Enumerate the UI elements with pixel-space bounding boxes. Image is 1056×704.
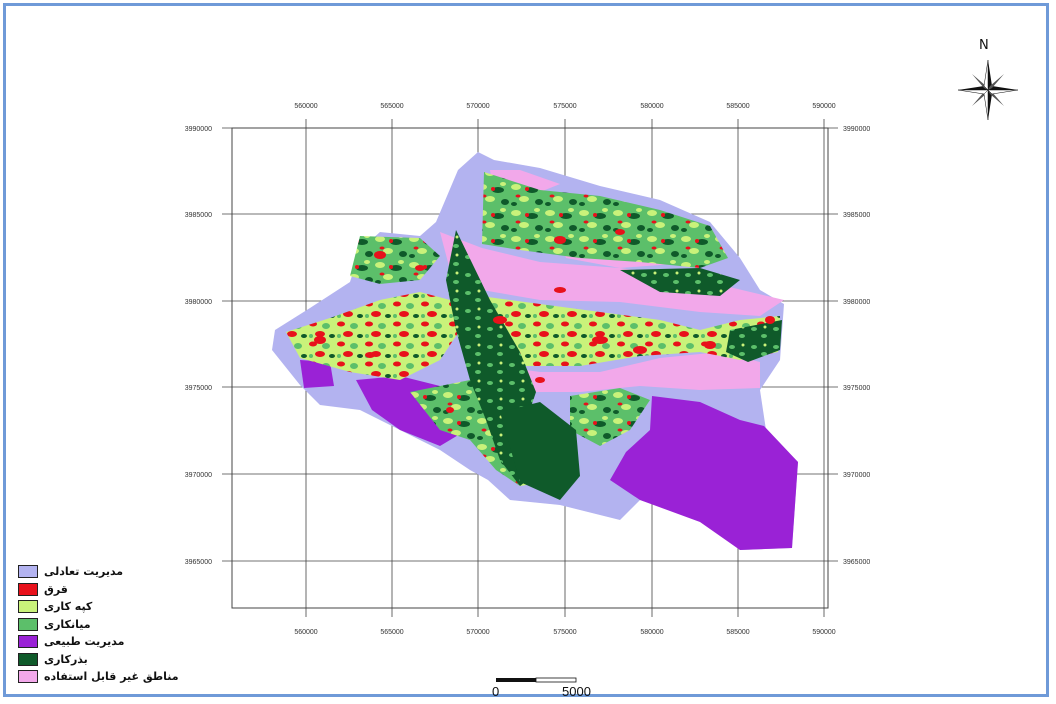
x-tick-label: 570000 bbox=[466, 629, 489, 636]
x-tick-label: 565000 bbox=[380, 103, 403, 110]
north-label: N bbox=[979, 38, 989, 53]
legend-label: قرق bbox=[44, 582, 68, 596]
y-tick-label: 3970000 bbox=[843, 472, 870, 479]
y-tick-label: 3970000 bbox=[185, 472, 212, 479]
y-tick-label: 3990000 bbox=[185, 126, 212, 133]
x-ticks-top: 560000 565000 570000 575000 580000 58500… bbox=[294, 103, 835, 110]
legend-item: مدیریت طبیعی bbox=[18, 633, 198, 651]
legend-label: مدیریت طبیعی bbox=[44, 635, 125, 649]
legend-swatch bbox=[18, 635, 38, 649]
legend-item: میانکاری bbox=[18, 616, 198, 634]
legend-swatch bbox=[18, 670, 38, 684]
x-tick-label: 585000 bbox=[726, 629, 749, 636]
x-tick-label: 580000 bbox=[640, 103, 663, 110]
y-tick-label: 3985000 bbox=[185, 212, 212, 219]
legend-swatch bbox=[18, 652, 38, 666]
x-tick-label: 560000 bbox=[294, 629, 317, 636]
x-tick-label: 590000 bbox=[812, 103, 835, 110]
legend-swatch bbox=[18, 565, 38, 579]
x-ticks-bottom: 560000 565000 570000 575000 580000 58500… bbox=[294, 629, 835, 636]
x-tick-label: 585000 bbox=[726, 103, 749, 110]
x-tick-label: 575000 bbox=[553, 629, 576, 636]
region-exclosure bbox=[314, 229, 775, 413]
y-ticks-left: 3990000 3985000 3980000 3975000 3970000 … bbox=[185, 126, 212, 566]
legend-swatch bbox=[18, 600, 38, 614]
legend-label: کپه کاری bbox=[44, 600, 93, 614]
y-tick-label: 3980000 bbox=[843, 299, 870, 306]
y-tick-label: 3985000 bbox=[843, 212, 870, 219]
legend-label: میانکاری bbox=[44, 617, 91, 631]
legend-label: مدیریت تعادلی bbox=[44, 565, 124, 579]
scale-bar bbox=[496, 677, 577, 683]
y-tick-label: 3965000 bbox=[185, 559, 212, 566]
scale-end-label: 5000 bbox=[562, 684, 591, 699]
y-tick-label: 3965000 bbox=[843, 559, 870, 566]
legend-item: کپه کاری bbox=[18, 598, 198, 616]
region-unusable bbox=[440, 232, 784, 316]
region-mixed-planting bbox=[482, 172, 728, 268]
legend-label: مناطق غیر قابل استفاده bbox=[44, 670, 179, 684]
legend-item: مدیریت تعادلی bbox=[18, 563, 198, 581]
north-arrow-icon bbox=[957, 59, 1019, 121]
x-tick-label: 565000 bbox=[380, 629, 403, 636]
y-tick-label: 3975000 bbox=[185, 385, 212, 392]
scale-start-label: 0 bbox=[492, 684, 500, 699]
legend-item: قرق bbox=[18, 581, 198, 599]
x-tick-label: 570000 bbox=[466, 103, 489, 110]
legend-swatch bbox=[18, 617, 38, 631]
legend-item: بذرکاری bbox=[18, 651, 198, 669]
y-tick-label: 3980000 bbox=[185, 299, 212, 306]
legend-label: بذرکاری bbox=[44, 652, 88, 666]
y-tick-label: 3975000 bbox=[843, 385, 870, 392]
x-tick-label: 590000 bbox=[812, 629, 835, 636]
y-ticks-right: 3990000 3985000 3980000 3975000 3970000 … bbox=[843, 126, 870, 566]
legend-item: مناطق غیر قابل استفاده bbox=[18, 668, 198, 686]
x-tick-label: 580000 bbox=[640, 629, 663, 636]
land-use-map bbox=[272, 152, 798, 550]
y-tick-label: 3990000 bbox=[843, 126, 870, 133]
x-tick-label: 575000 bbox=[553, 103, 576, 110]
legend-swatch bbox=[18, 582, 38, 596]
map-legend: مدیریت تعادلی قرق کپه کاری میانکاری مدیر… bbox=[18, 563, 198, 686]
x-tick-label: 560000 bbox=[294, 103, 317, 110]
